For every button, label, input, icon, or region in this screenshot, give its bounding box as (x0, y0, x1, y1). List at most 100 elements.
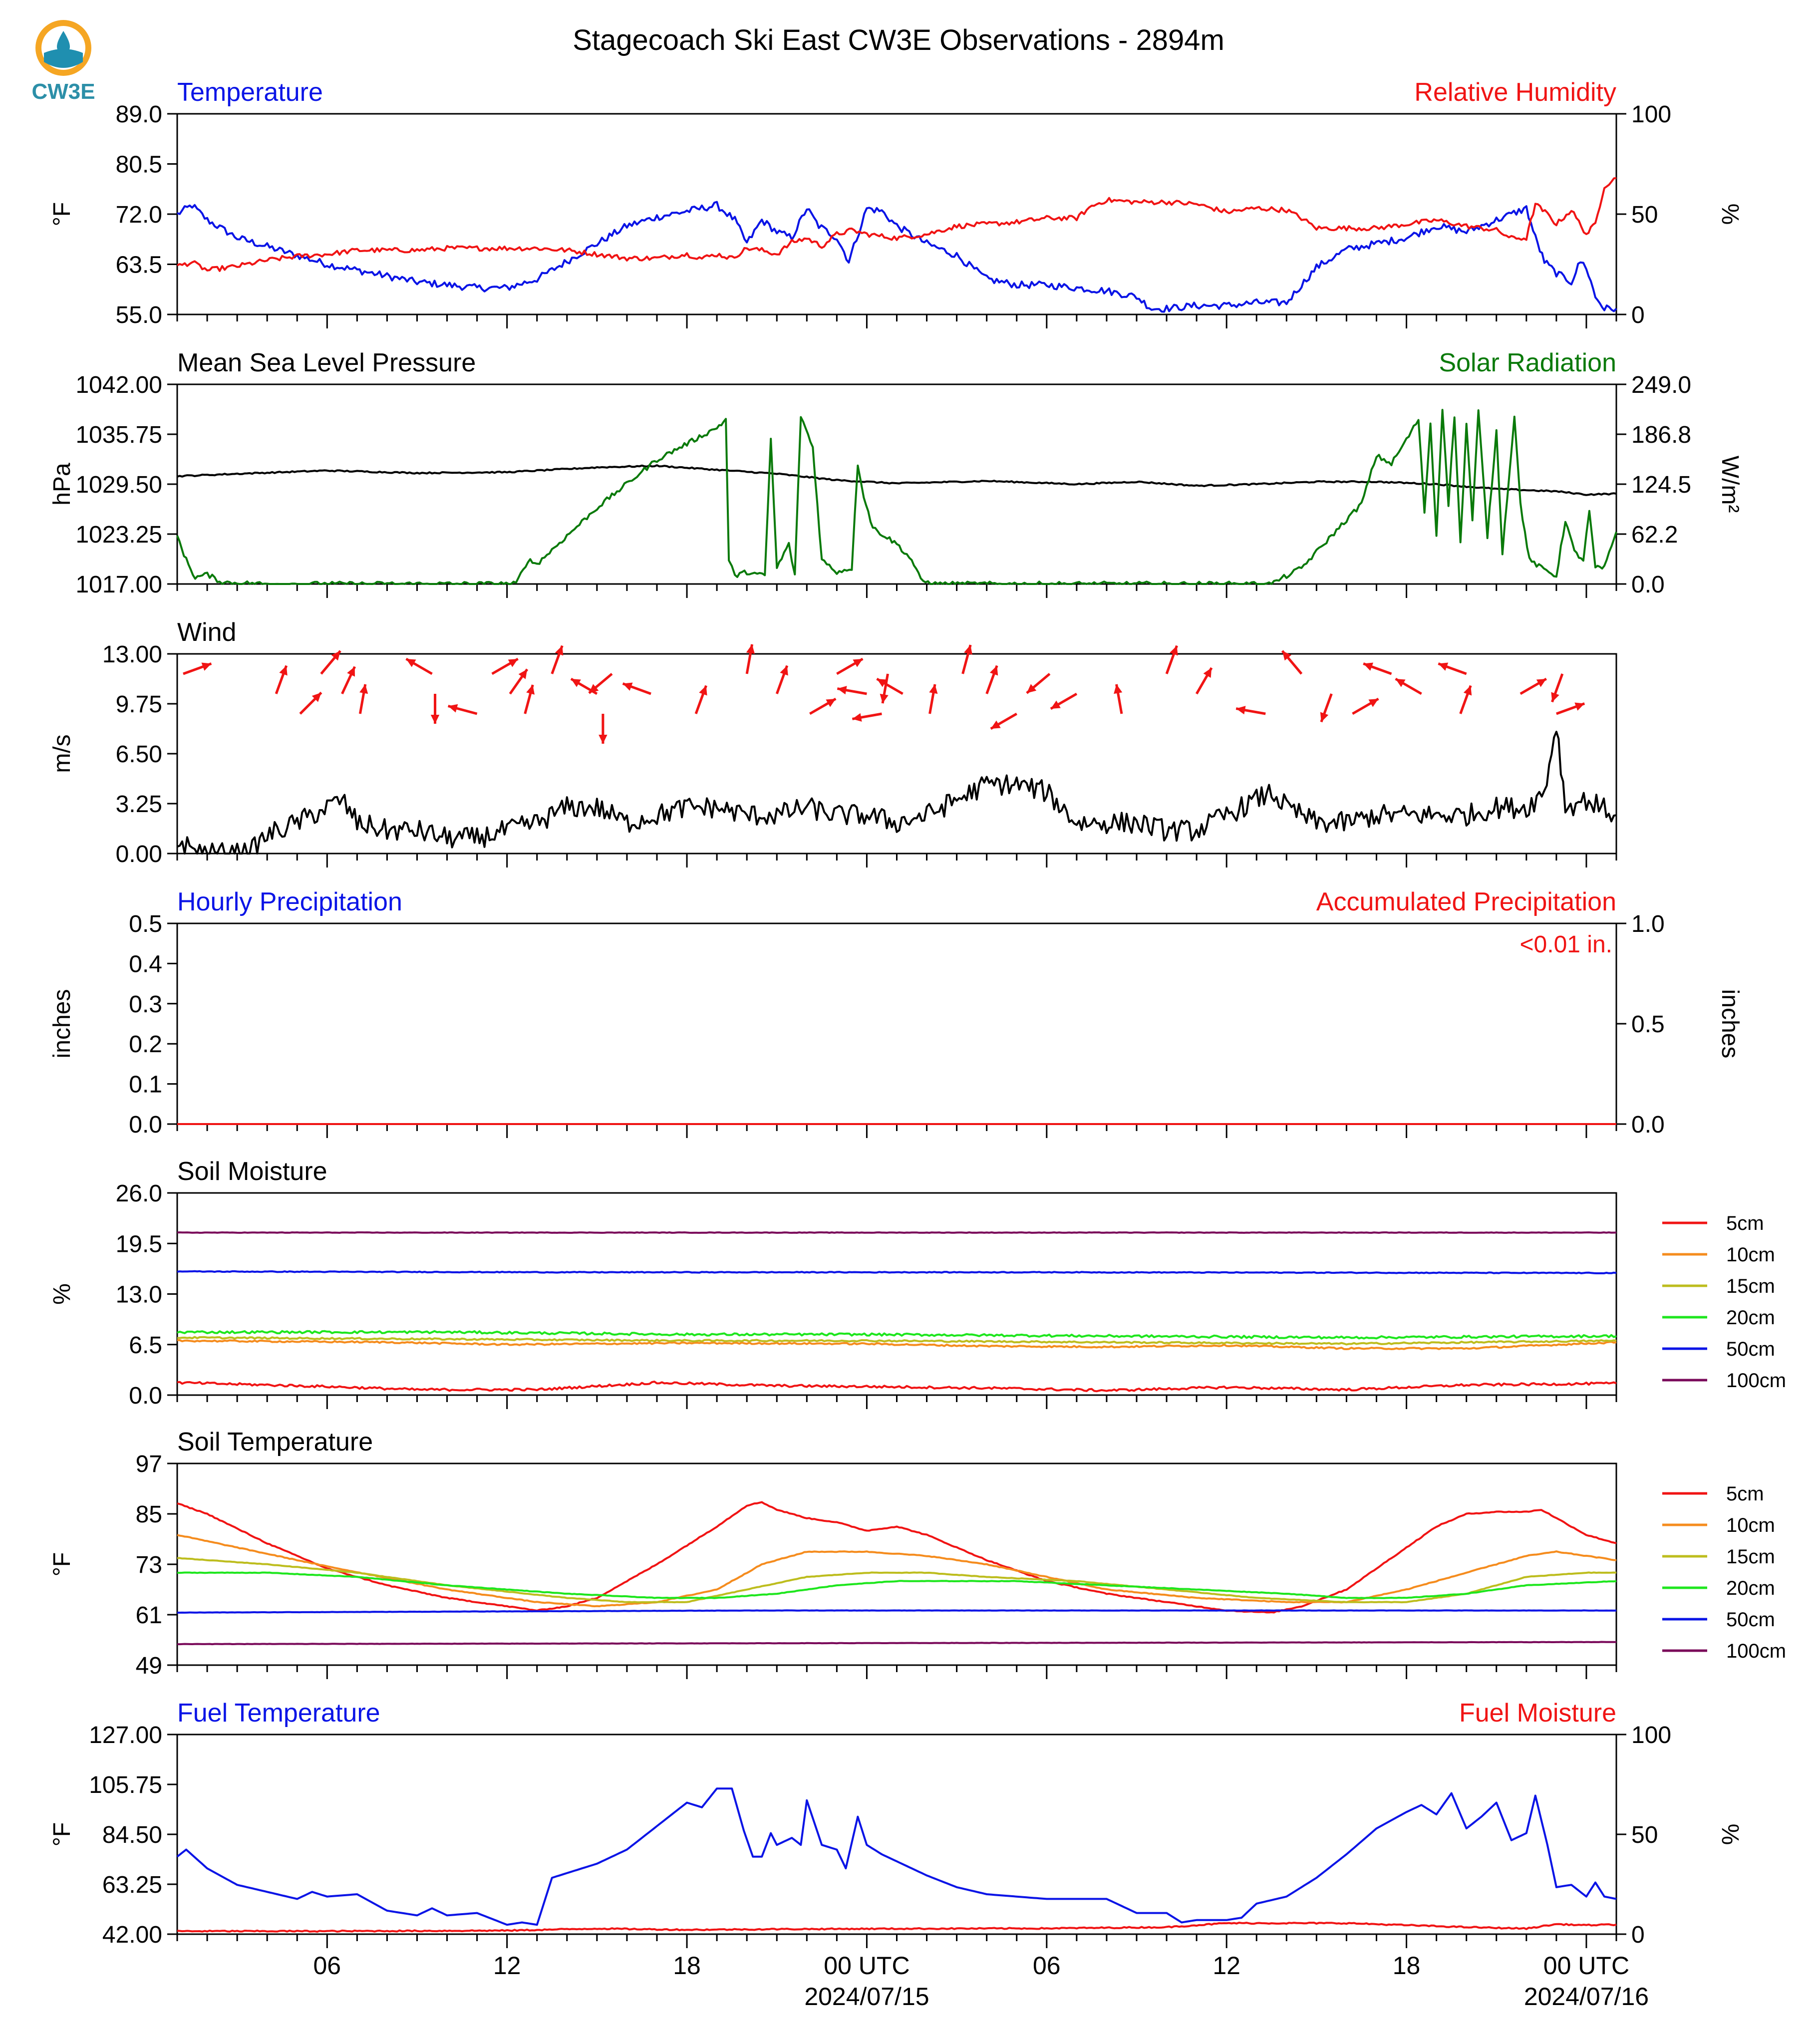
wind-arrow (509, 668, 529, 695)
wind-arrow (1363, 662, 1392, 675)
series-line-100cm (177, 1231, 1617, 1234)
x-tick-label: 12 (1213, 1952, 1240, 1980)
wind-arrow (524, 684, 535, 714)
wind-arrow-head (622, 682, 633, 691)
y-tick-label: 55.0 (116, 302, 162, 328)
y-axis-label: °F (49, 202, 75, 227)
y2-tick-label: 0.0 (1631, 572, 1665, 598)
panel-title-left: Soil Temperature (177, 1428, 373, 1456)
x-date-label: 2024/07/15 (804, 1983, 929, 2011)
plot-frame (176, 1734, 1617, 1935)
wind-arrow-head (1395, 679, 1406, 687)
series-line-5cm (177, 1381, 1617, 1393)
panel-title-right: Fuel Moisture (1459, 1699, 1616, 1728)
y-tick-label: 84.50 (102, 1822, 162, 1848)
wind-arrow-head (518, 669, 528, 679)
series-line-100cm (177, 1641, 1617, 1646)
wind-arrow (1438, 662, 1467, 675)
cw3e-logo: CW3E (26, 14, 101, 104)
series-line-20cm (177, 1330, 1617, 1340)
wind-arrow (183, 662, 212, 675)
wind-arrow (745, 644, 755, 674)
logo-drop-icon (57, 31, 70, 53)
y-tick-label: 0.1 (129, 1072, 162, 1098)
legend-label: 5cm (1726, 1483, 1764, 1505)
y2-tick-label: 50 (1631, 202, 1658, 228)
series-line-black (177, 464, 1617, 496)
wind-arrow-head (555, 645, 564, 656)
wind-arrow-head (331, 651, 340, 661)
wind-arrow-head (1536, 679, 1546, 687)
wind-arrow-head (430, 714, 440, 724)
y2-tick-label: 0 (1631, 1922, 1645, 1948)
wind-arrow (275, 665, 288, 694)
legend-label: 20cm (1726, 1307, 1775, 1329)
series-line-blue (177, 201, 1617, 313)
y2-axis-label: inches (1717, 989, 1743, 1059)
wind-arrow (836, 657, 864, 675)
y2-tick-label: 124.5 (1631, 472, 1691, 498)
wind-arrow (1556, 702, 1585, 715)
panel-fuel: Fuel Temperature Fuel Moisture 127.00 105.7… (49, 1699, 1743, 2011)
wind-arrow (1026, 673, 1051, 694)
x-tick-label: 06 (313, 1952, 341, 1980)
y-tick-label: 6.5 (129, 1332, 162, 1359)
wind-arrow-head (526, 685, 535, 695)
precip-annotation: <0.01 in. (1520, 931, 1612, 958)
legend-label: 100cm (1726, 1370, 1786, 1392)
y-tick-label: 63.25 (102, 1872, 162, 1898)
wind-arrow (405, 657, 433, 675)
y-tick-label: 1017.00 (75, 572, 162, 598)
wind-arrow-head (589, 684, 599, 693)
wind-arrow-head (989, 665, 998, 676)
y-axis-label: inches (49, 989, 75, 1059)
legend-label: 100cm (1726, 1640, 1786, 1662)
y-tick-label: 105.75 (89, 1772, 162, 1798)
panel-title-left: Temperature (177, 78, 323, 107)
wind-arrow-head (1282, 651, 1292, 661)
x-tick-label: 00 UTC (1543, 1952, 1629, 1980)
wind-arrow (694, 685, 707, 714)
panel-wind: Wind 13.00 9.75 6.50 3.25 0.00 m/s (49, 618, 1617, 868)
y-tick-label: 13.00 (102, 641, 162, 668)
wind-arrow-head (508, 659, 518, 667)
panel-title-right: Solar Radiation (1439, 348, 1616, 377)
wind-arrow (551, 645, 564, 674)
wind-arrow (990, 712, 1017, 730)
y-tick-label: 73 (136, 1552, 162, 1578)
y-tick-label: 49 (136, 1653, 162, 1679)
logo-text: CW3E (31, 79, 95, 104)
series-line-15cm (177, 1557, 1617, 1604)
wind-arrow (961, 644, 972, 674)
y2-axis-label: % (1717, 1824, 1743, 1845)
wind-arrow (1050, 692, 1078, 710)
wind-arrow (491, 657, 519, 675)
wind-arrow (1114, 684, 1123, 714)
wind-arrow-head (880, 693, 889, 704)
legend-label: 50cm (1726, 1609, 1775, 1631)
y-tick-label: 9.75 (116, 691, 162, 718)
y2-tick-label: 249.0 (1631, 372, 1691, 398)
wind-arrow-head (1363, 662, 1374, 671)
wind-arrow-head (279, 665, 288, 676)
wind-arrow (1459, 685, 1472, 714)
y-tick-label: 3.25 (116, 791, 162, 818)
plot-frame (176, 113, 1617, 315)
wind-arrow-head (1203, 668, 1212, 678)
y-tick-label: 0.00 (116, 841, 162, 868)
series-line-5cm (177, 1501, 1617, 1614)
wind-arrow-head (990, 720, 1001, 729)
y2-tick-label: 50 (1631, 1822, 1658, 1848)
wind-arrow (358, 684, 368, 714)
series-line-red (177, 1922, 1617, 1933)
y-tick-label: 80.5 (116, 152, 162, 178)
wind-arrow (852, 712, 882, 722)
y-axis-label: °F (49, 1822, 75, 1847)
wind-arrow (1195, 667, 1213, 695)
wind-arrow-head (1320, 712, 1329, 722)
wind-arrow-head (837, 686, 847, 695)
panel-title-left: Mean Sea Level Pressure (177, 348, 476, 377)
y-tick-label: 19.5 (116, 1231, 162, 1257)
y-tick-label: 0.5 (129, 911, 162, 937)
panel-soil_moisture: Soil Moisture 26.0 19.5 13.0 6.5 0.0% 5cm 10cm 1… (49, 1157, 1786, 1409)
